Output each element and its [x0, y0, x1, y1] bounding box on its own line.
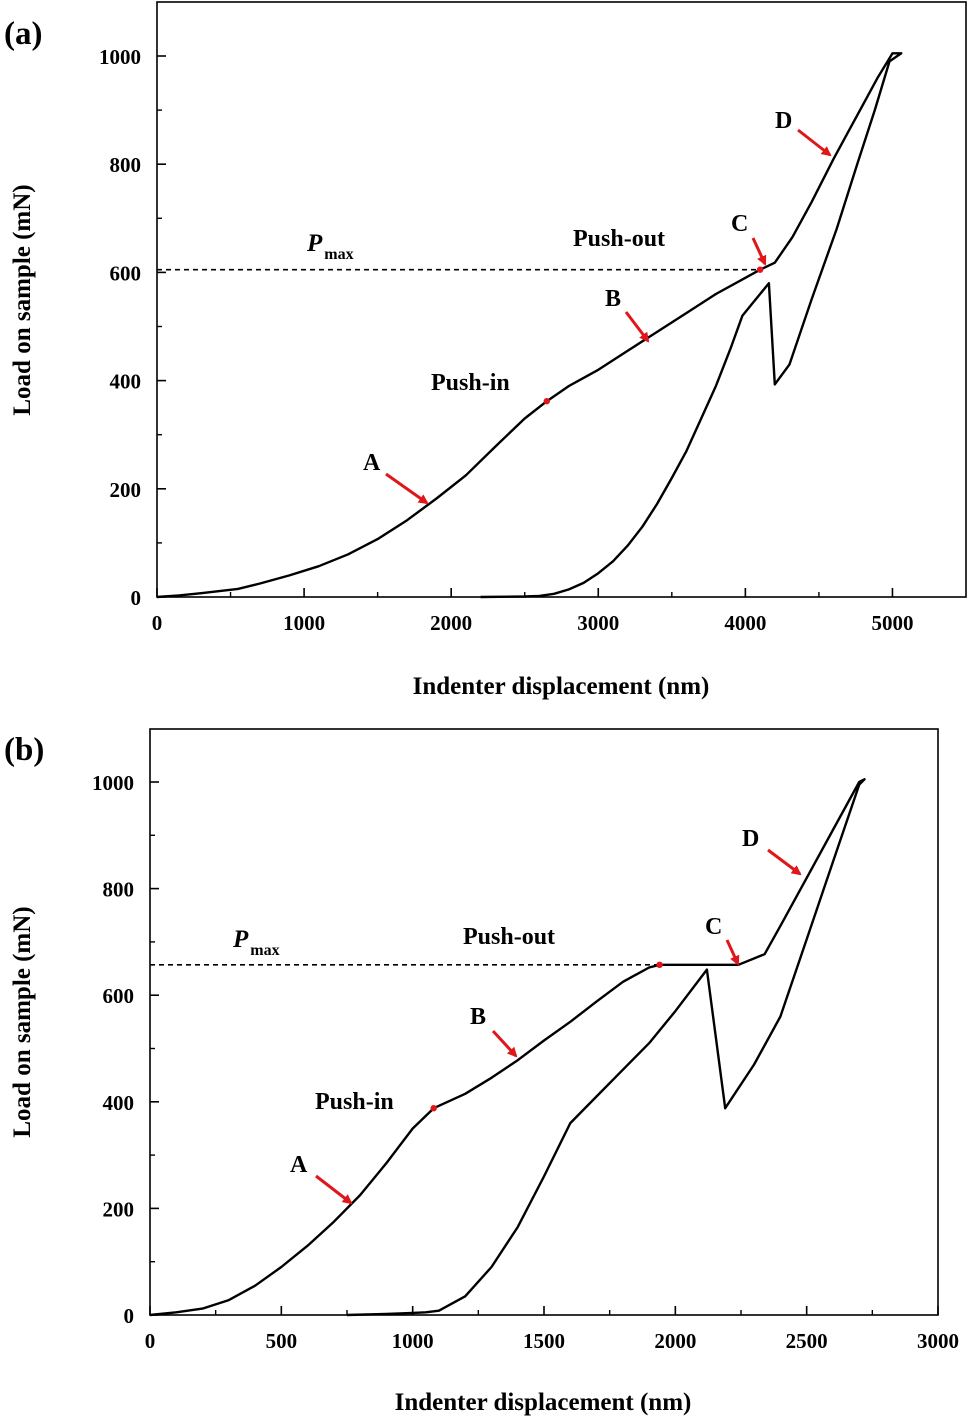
- y-tick-label: 1000: [99, 45, 141, 69]
- markers-a: [543, 266, 764, 405]
- axes-ticks-b: 0 500 1000 1500 2000 2500 3000 0 200 400 600 800 100…: [92, 771, 959, 1353]
- annotation-a-label-b: A: [290, 1152, 308, 1178]
- load-curve-b: [149, 778, 866, 1317]
- y-tick-label: 0: [131, 586, 142, 610]
- x-tick-label: 3000: [917, 1329, 959, 1353]
- x-tick-label: 2500: [786, 1329, 828, 1353]
- arrow-a-b: [315, 1174, 353, 1205]
- panel-label-a: (a): [4, 16, 42, 52]
- annotation-d-label-a: D: [775, 108, 792, 134]
- y-tick-label: 1000: [92, 771, 134, 795]
- annotation-b-label-a: B: [605, 286, 621, 312]
- marker-push-in: [543, 397, 550, 405]
- arrow-c-b: [725, 939, 740, 966]
- y-tick-label: 600: [103, 984, 135, 1008]
- marker-push-out: [756, 266, 764, 273]
- x-tick-label: 1000: [392, 1329, 434, 1353]
- annotation-push-in-b: Push-in: [315, 1089, 394, 1115]
- panel-b: (b) 0 500 1000 1500 2000 2500 3000 0 200 400 600 80…: [4, 728, 959, 1416]
- panel-label-b: (b): [4, 732, 44, 768]
- x-axis-title-b: Indenter displacement (nm): [395, 1389, 692, 1416]
- panel-a: (a) 0 1000 2000 3000 4000 5000 0 200 400 600 800 10…: [4, 1, 967, 700]
- arrow-d-b: [767, 848, 802, 876]
- y-tick-label: 0: [124, 1304, 135, 1328]
- x-tick-label: 500: [266, 1329, 298, 1353]
- y-tick-label: 200: [110, 478, 142, 502]
- annotation-b-label-b: B: [470, 1004, 486, 1030]
- y-axis-title-b: Load on sample (mN): [9, 906, 36, 1137]
- annotation-a-label-a: A: [363, 450, 381, 476]
- arrow-c-a: [751, 237, 767, 266]
- y-tick-label: 600: [110, 261, 142, 285]
- y-tick-label: 800: [110, 153, 142, 177]
- marker-push-out: [656, 961, 663, 969]
- arrow-b-b: [491, 1029, 518, 1058]
- load-curve-a: [156, 52, 903, 599]
- annotation-push-out-a: Push-out: [573, 226, 665, 252]
- plot-frame-b: [149, 728, 939, 1316]
- x-tick-label: 3000: [577, 611, 619, 635]
- y-tick-label: 400: [110, 370, 142, 394]
- y-axis-title-a: Load on sample (mN): [9, 184, 36, 415]
- x-tick-label: 1500: [523, 1329, 565, 1353]
- annotation-push-out-b: Push-out: [463, 924, 555, 950]
- y-tick-label: 400: [103, 1091, 135, 1115]
- annotation-d-label-b: D: [742, 826, 759, 852]
- markers-b: [430, 961, 663, 1112]
- plot-frame-a: [156, 1, 967, 598]
- x-axis-title-a: Indenter displacement (nm): [413, 673, 710, 700]
- x-tick-label: 0: [152, 611, 163, 635]
- annotation-push-in-a: Push-in: [431, 370, 510, 396]
- annotation-c-label-b: C: [705, 914, 722, 940]
- annotation-c-label-a: C: [731, 211, 748, 237]
- x-tick-label: 5000: [871, 611, 913, 635]
- x-tick-label: 2000: [654, 1329, 696, 1353]
- x-tick-label: 2000: [430, 611, 472, 635]
- arrow-d-a: [797, 128, 832, 157]
- y-tick-label: 200: [103, 1197, 135, 1221]
- x-tick-label: 1000: [283, 611, 325, 635]
- marker-push-in: [430, 1104, 437, 1112]
- arrow-b-a: [624, 311, 650, 343]
- x-tick-label: 4000: [724, 611, 766, 635]
- axes-ticks-a: 0 1000 2000 3000 4000 5000 0 200 400 600 800 1000: [99, 45, 913, 635]
- y-tick-label: 800: [103, 878, 135, 902]
- x-tick-label: 0: [145, 1329, 156, 1353]
- arrow-a-a: [385, 472, 429, 505]
